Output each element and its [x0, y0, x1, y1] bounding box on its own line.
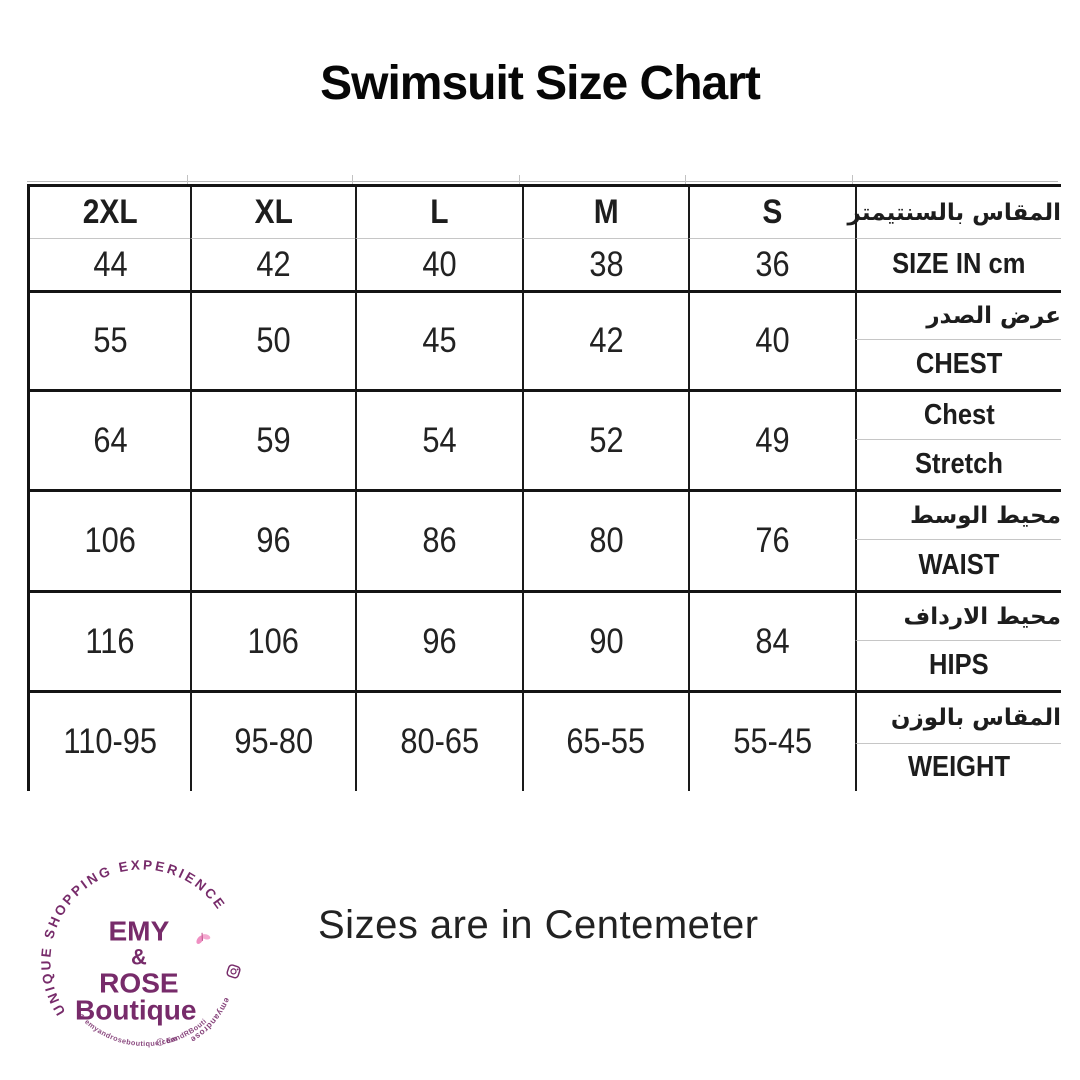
- crop-stub: [519, 175, 520, 184]
- measure-value-cell: 49: [688, 389, 855, 489]
- row-label-english: WAIST: [855, 539, 1061, 590]
- column-header: S: [688, 187, 855, 238]
- measure-value-cell: 110-95: [30, 690, 190, 791]
- measure-value-cell: 50: [190, 290, 355, 389]
- row-label-english-top: Chest: [855, 389, 1061, 439]
- measure-value-cell: 55-45: [688, 690, 855, 791]
- page-title: Swimsuit Size Chart: [320, 57, 761, 110]
- row-label-arabic: المقاس بالوزن: [855, 690, 1061, 743]
- measure-value-cell: 52: [522, 389, 688, 489]
- measure-value-cell: 96: [355, 590, 522, 690]
- measure-value-cell: 59: [190, 389, 355, 489]
- measure-value-cell: 116: [30, 590, 190, 690]
- column-header: M: [522, 187, 688, 238]
- measure-value-cell: 90: [522, 590, 688, 690]
- crop-stub: [352, 175, 353, 184]
- butterfly-icon: [196, 932, 211, 944]
- size-value-cell: 40: [355, 238, 522, 290]
- row-label-english: Stretch: [855, 439, 1061, 489]
- row-label-arabic: محيط الارداف: [855, 590, 1061, 640]
- size-value-cell: 42: [190, 238, 355, 290]
- measure-value-cell: 80-65: [355, 690, 522, 791]
- measure-value-cell: 106: [30, 489, 190, 590]
- header-label-arabic: المقاس بالسنتيمتر: [848, 187, 1061, 238]
- measure-value-cell: 40: [688, 290, 855, 389]
- row-label-english: CHEST: [855, 339, 1061, 389]
- measure-value-cell: 42: [522, 290, 688, 389]
- emy-rose-boutique-logo: UNIQUE SHOPPING EXPERIENCE emyandrosebou…: [38, 854, 241, 1048]
- logo-line-rose: ROSE: [99, 967, 179, 998]
- measure-value-cell: 55: [30, 290, 190, 389]
- size-value-cell: 38: [522, 238, 688, 290]
- logo-line-amp: &: [131, 945, 147, 970]
- measure-value-cell: 106: [190, 590, 355, 690]
- crop-stub: [187, 175, 188, 184]
- measure-value-cell: 96: [190, 489, 355, 590]
- crop-stub: [852, 175, 853, 184]
- measure-value-cell: 54: [355, 389, 522, 489]
- measure-value-cell: 84: [688, 590, 855, 690]
- table-top-faint-line: [27, 181, 1058, 182]
- header-label-english: SIZE IN cm: [855, 238, 1061, 290]
- row-label-arabic: محيط الوسط: [855, 489, 1061, 539]
- measure-value-cell: 86: [355, 489, 522, 590]
- measure-value-cell: 76: [688, 489, 855, 590]
- measure-value-cell: 65-55: [522, 690, 688, 791]
- instagram-icon: [226, 964, 241, 979]
- size-chart-table: 2XL XL L M S المقاس بالسنتيمتر 44 42 40 38 36 SIZE …: [27, 184, 1061, 791]
- crop-stub: [685, 175, 686, 184]
- row-label-arabic: عرض الصدر: [855, 290, 1061, 339]
- size-value-cell: 44: [30, 238, 190, 290]
- measure-value-cell: 64: [30, 389, 190, 489]
- row-label-english: WEIGHT: [855, 743, 1061, 791]
- column-header: XL: [190, 187, 355, 238]
- column-header: 2XL: [82, 193, 138, 231]
- logo-line-boutique: Boutique: [75, 994, 197, 1025]
- measure-value-cell: 45: [355, 290, 522, 389]
- measure-value-cell: 95-80: [190, 690, 355, 791]
- measure-value-cell: 80: [522, 489, 688, 590]
- logo-line-emy: EMY: [108, 915, 169, 946]
- sizes-note: Sizes are in Centemeter: [318, 903, 759, 947]
- column-header: L: [355, 187, 522, 238]
- row-label-english: HIPS: [855, 640, 1061, 690]
- size-value-cell: 36: [688, 238, 855, 290]
